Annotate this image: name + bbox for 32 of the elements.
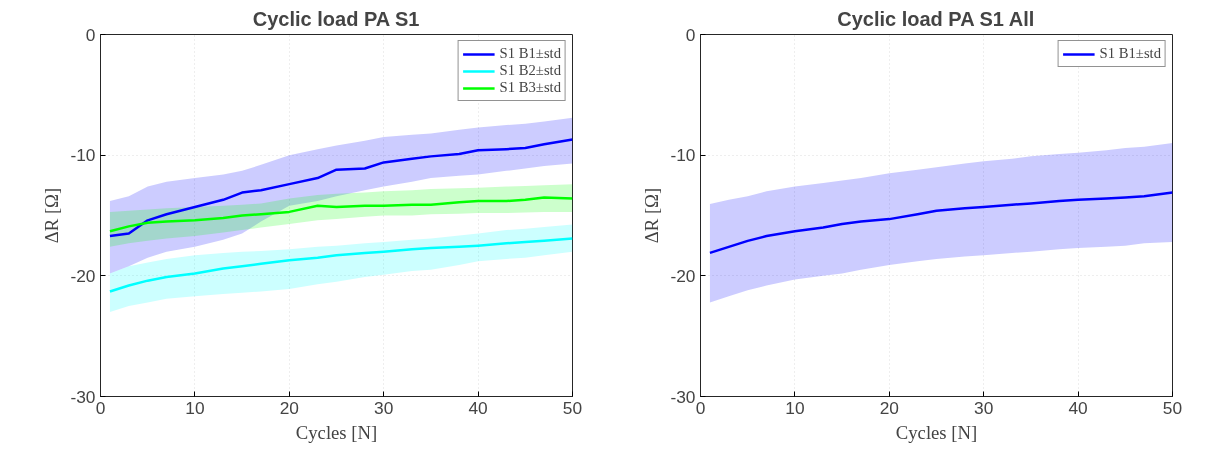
line-series: [108, 138, 573, 238]
line-series: [708, 191, 1173, 255]
y-tick-label: -20: [70, 265, 96, 286]
x-tick-label: 30: [974, 397, 994, 418]
x-tick-label: 10: [185, 397, 205, 418]
y-tick-label: -10: [670, 145, 696, 166]
x-tick-label: 50: [1162, 397, 1183, 418]
x-tick-label: 30: [374, 397, 394, 418]
legend-label: S1 B2±std: [499, 62, 561, 79]
legend-label: S1 B1±std: [499, 45, 561, 62]
y-tick-label: -10: [70, 145, 96, 166]
chart-title: Cyclic load PA S1: [252, 7, 420, 30]
y-tick-label: 0: [685, 24, 696, 45]
legend-label: S1 B1±std: [1099, 45, 1161, 62]
x-tick-label: 40: [468, 397, 488, 418]
line-series: [108, 196, 573, 233]
x-tick-label: 10: [785, 397, 805, 418]
x-axis-title: Cycles [N]: [895, 421, 978, 443]
line-series: [108, 237, 573, 293]
y-axis-title: ΔR [Ω]: [641, 187, 663, 244]
x-tick-label: 50: [562, 397, 583, 418]
y-tick-label: -30: [70, 386, 96, 407]
chart-title: Cyclic load PA S1 All: [837, 7, 1035, 30]
legend-label: S1 B3±std: [499, 79, 561, 96]
x-tick-label: 20: [279, 397, 299, 418]
x-axis-title: Cycles [N]: [295, 421, 378, 443]
y-tick-label: -20: [670, 265, 696, 286]
y-tick-label: 0: [85, 24, 96, 45]
y-axis-title: ΔR [Ω]: [41, 187, 63, 244]
x-tick-label: 20: [879, 397, 899, 418]
x-tick-label: 40: [1068, 397, 1088, 418]
y-tick-label: -30: [670, 386, 696, 407]
